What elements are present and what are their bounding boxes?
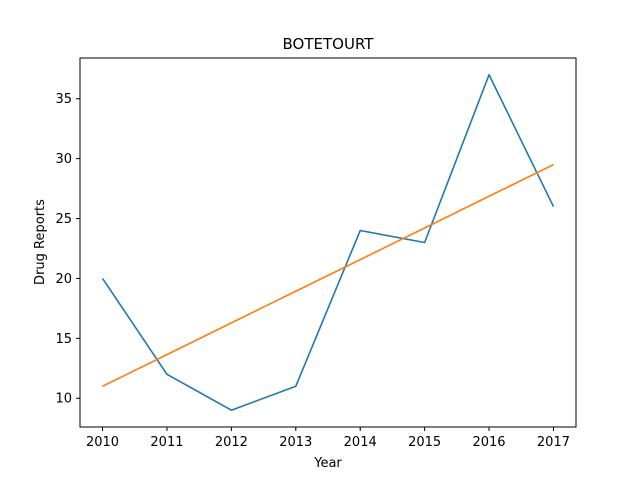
y-tick-label: 10 — [55, 392, 72, 407]
chart-title: BOTETOURT — [283, 35, 375, 53]
y-axis-label: Drug Reports — [33, 199, 48, 285]
y-tick-label: 15 — [55, 332, 72, 347]
plot-frame — [79, 57, 577, 428]
x-axis: 2010 2011 2012 2013 2014 2015 2016 2017 — [86, 427, 570, 450]
x-tick-label: 2015 — [408, 435, 441, 450]
x-axis-label: Year — [313, 456, 342, 471]
x-tick-label: 2011 — [150, 435, 183, 450]
series-line-2 — [102, 163, 554, 387]
series-line-1 — [101, 73, 555, 412]
series-layer — [101, 73, 555, 412]
y-tick-label: 20 — [55, 272, 72, 287]
y-tick-label: 25 — [55, 212, 72, 227]
x-tick-label: 2013 — [279, 435, 312, 450]
x-tick-label: 2016 — [472, 435, 505, 450]
x-tick-label: 2012 — [215, 435, 248, 450]
x-tick-label: 2010 — [86, 435, 119, 450]
x-tick-label: 2017 — [537, 435, 570, 450]
x-tick-label: 2014 — [344, 435, 377, 450]
y-axis: 10 15 20 25 30 35 — [55, 92, 80, 407]
y-tick-label: 35 — [55, 92, 72, 107]
y-tick-label: 30 — [55, 152, 72, 167]
